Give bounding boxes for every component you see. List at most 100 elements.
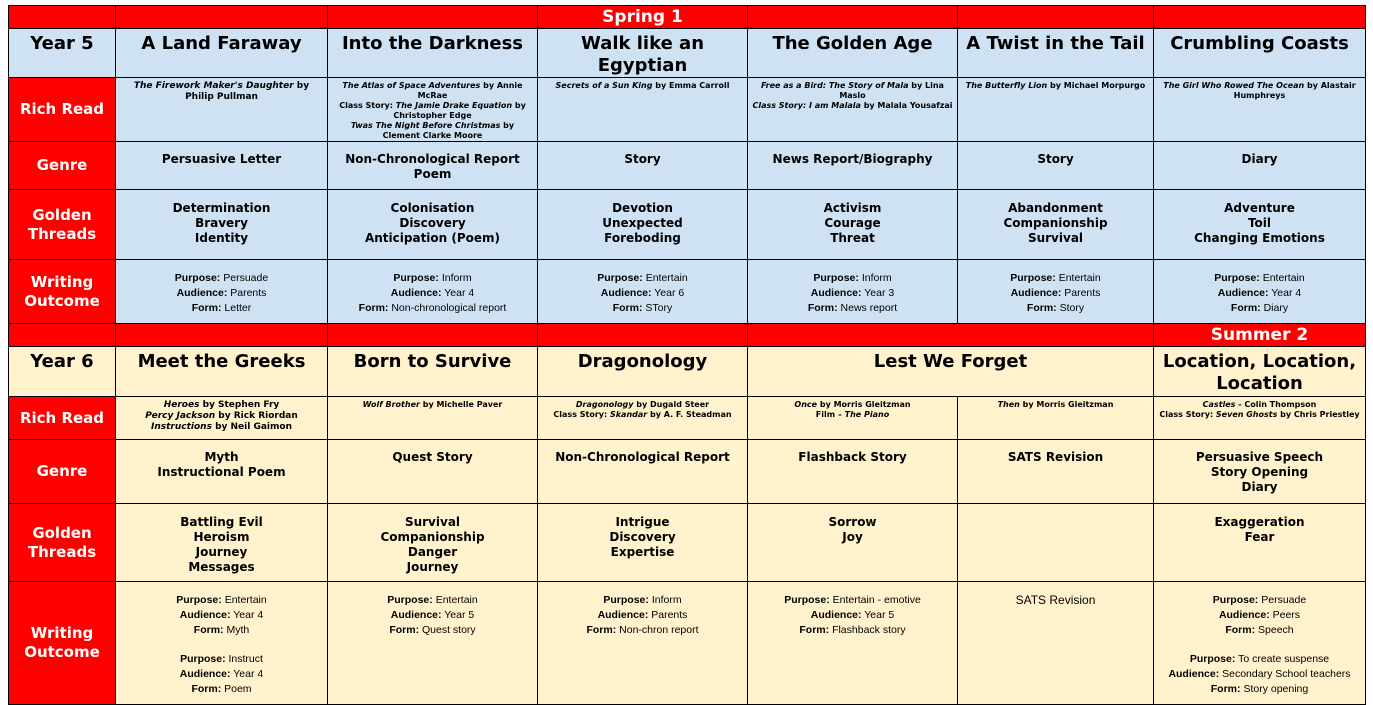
outcome-purpose-label: Purpose: [1010,272,1056,284]
outcome-form-label: Form: [191,683,222,695]
outcome-form: Form: Non-chronological report [332,301,533,316]
outcome-form-value: News report [840,302,898,314]
book-line: Then by Morris Gleitzman [962,400,1149,410]
outcome-form: Form: Myth [120,623,323,638]
outcome-purpose: Purpose: Entertain - emotive [752,593,953,608]
outcome-audience: Audience: Year 4 [332,286,533,301]
outcome-audience-label: Audience: [1168,668,1220,680]
book-line: The Butterfly Lion by Michael Morpurgo [962,81,1149,91]
outcome-block: Purpose: Instruct Audience: Year 4 Form: P… [120,652,323,697]
outcome-form-label: Form: [389,624,420,636]
topic-title: Dragonology [537,346,748,397]
golden-thread-item: Survival [404,515,461,529]
outcome-audience-value: Year 3 [864,287,895,299]
outcome-audience-label: Audience: [600,287,652,299]
writing-outcome-cell: Purpose: Entertain Audience: Parents Form:… [957,259,1154,324]
genre-cell: Story [957,141,1154,190]
row-label-golden-threads: Golden Threads [8,189,116,260]
outcome-form: Form: Quest story [332,623,533,638]
outcome-form: Form: Flashback story [752,623,953,638]
outcome-purpose: Purpose: Instruct [120,652,323,667]
genre-row: Genre Myth Instructional Poem Quest Story No… [8,439,1366,504]
genre-cell: Non-Chronological Report [537,439,748,504]
book-line: Percy Jackson by Rick Riordan [120,411,323,422]
writing-outcome-cell: Purpose: Entertain - emotive Audience: Ye… [747,581,958,705]
book-line: The Girl Who Rowed The Ocean by Alastair… [1158,81,1361,101]
book-title: The Piano [844,410,890,419]
book-line: The Atlas of Space Adventures by Annie M… [332,81,533,101]
writing-outcome-cell: Purpose: Inform Audience: Year 3 Form: New… [747,259,958,324]
writing-outcome-cell: Purpose: Persuade Audience: Parents Form: … [115,259,328,324]
topic-title: Location, Location, Location [1153,346,1366,397]
golden-thread-item: Fear [1244,530,1275,544]
outcome-purpose-value: Instruct [228,653,263,665]
outcome-audience-value: Year 4 [233,668,264,680]
outcome-audience-value: Year 5 [444,609,475,621]
genre-item: Persuasive Letter [161,152,282,166]
book-line: Film – The Piano [752,410,953,420]
genre-item: Instructional Poem [157,465,286,479]
term-header-cell [1153,5,1366,29]
golden-threads-cell: Intrigue Discovery Expertise [537,503,748,582]
outcome-audience-value: Year 4 [444,287,475,299]
outcome-form-label: Form: [1026,302,1057,314]
outcome-form-label: Form: [586,624,617,636]
outcome-form-label: Form: [193,624,224,636]
outcome-audience: Audience: Year 3 [752,286,953,301]
outcome-form-label: Form: [1225,624,1256,636]
outcome-audience: Audience: Year 5 [752,608,953,623]
book-line: Class Story: I am Malala by Malala Yousa… [752,101,953,111]
outcome-audience-label: Audience: [810,287,862,299]
outcome-purpose-label: Purpose: [603,594,649,606]
writing-outcome-cell: Purpose: Entertain Audience: Year 4 Form: … [115,581,328,705]
outcome-purpose: Purpose: Entertain [120,593,323,608]
book-title: Twas The Night Before Christmas [350,121,501,130]
book-text: by Michelle Paver [419,400,503,409]
writing-outcome-row: Writing Outcome Purpose: Entertain Audienc… [8,581,1366,705]
outcome-form: Form: Non-chron report [542,623,743,638]
outcome-purpose-value: Entertain - emotive [832,594,921,606]
outcome-purpose-label: Purpose: [597,272,643,284]
golden-thread-item: Joy [842,530,863,544]
writing-outcome-cell: SATS Revision [957,581,1154,705]
book-text: by Christopher Edge [393,101,526,120]
golden-threads-cell: Adventure Toil Changing Emotions [1153,189,1366,260]
outcome-purpose-label: Purpose: [813,272,859,284]
rich-read-cell: Dragonology by Dugald Steer Class Story: … [537,396,748,440]
outcome-form-value: Poem [224,683,252,695]
rich-read-cell: Secrets of a Sun King by Emma Carroll [537,77,748,142]
book-text: by Emma Carroll [652,81,730,90]
genre-cell: SATS Revision [957,439,1154,504]
outcome-purpose-label: Purpose: [387,594,433,606]
genre-item: Persuasive Speech [1195,450,1324,464]
book-text: by Neil Gaimon [211,422,292,432]
outcome-audience-label: Audience: [179,668,231,680]
golden-thread-item: Colonisation [390,201,475,215]
golden-thread-item: Unexpected [602,216,683,230]
topic-title: Born to Survive [327,346,538,397]
outcome-purpose: Purpose: Entertain [332,593,533,608]
outcome-audience-value: Parents [230,287,267,299]
outcome-block: Purpose: Entertain Audience: Year 6 Form: … [542,271,743,316]
outcome-form-label: Form: [358,302,389,314]
book-text: by Lina Maslo [839,81,944,100]
outcome-purpose-value: Persuade [223,272,269,284]
outcome-purpose: Purpose: Inform [752,271,953,286]
term-header-cell [327,323,538,347]
outcome-audience-value: Peers [1272,609,1301,621]
book-text: Film – [815,410,845,419]
rich-read-cell: The Firework Maker's Daughter by Philip … [115,77,328,142]
book-line: Class Story: The Jamie Drake Equation by… [332,101,533,121]
book-title: Secrets of a Sun King [555,81,653,90]
outcome-audience: Audience: Secondary School teachers [1158,667,1361,682]
golden-thread-item: Foreboding [604,231,681,245]
golden-thread-item: Exaggeration [1214,515,1305,529]
book-text: by A. F. Steadman [647,410,732,419]
outcome-form-value: Quest story [421,624,476,636]
golden-thread-item: Courage [824,216,881,230]
outcome-block: Purpose: To create suspense Audience: Sec… [1158,652,1361,697]
rich-read-cell: The Atlas of Space Adventures by Annie M… [327,77,538,142]
rich-read-cell: The Girl Who Rowed The Ocean by Alastair… [1153,77,1366,142]
topic-row: Year 6 Meet the Greeks Born to Survive Drag… [8,346,1366,397]
golden-threads-cell: Survival Companionship Danger Journey [327,503,538,582]
